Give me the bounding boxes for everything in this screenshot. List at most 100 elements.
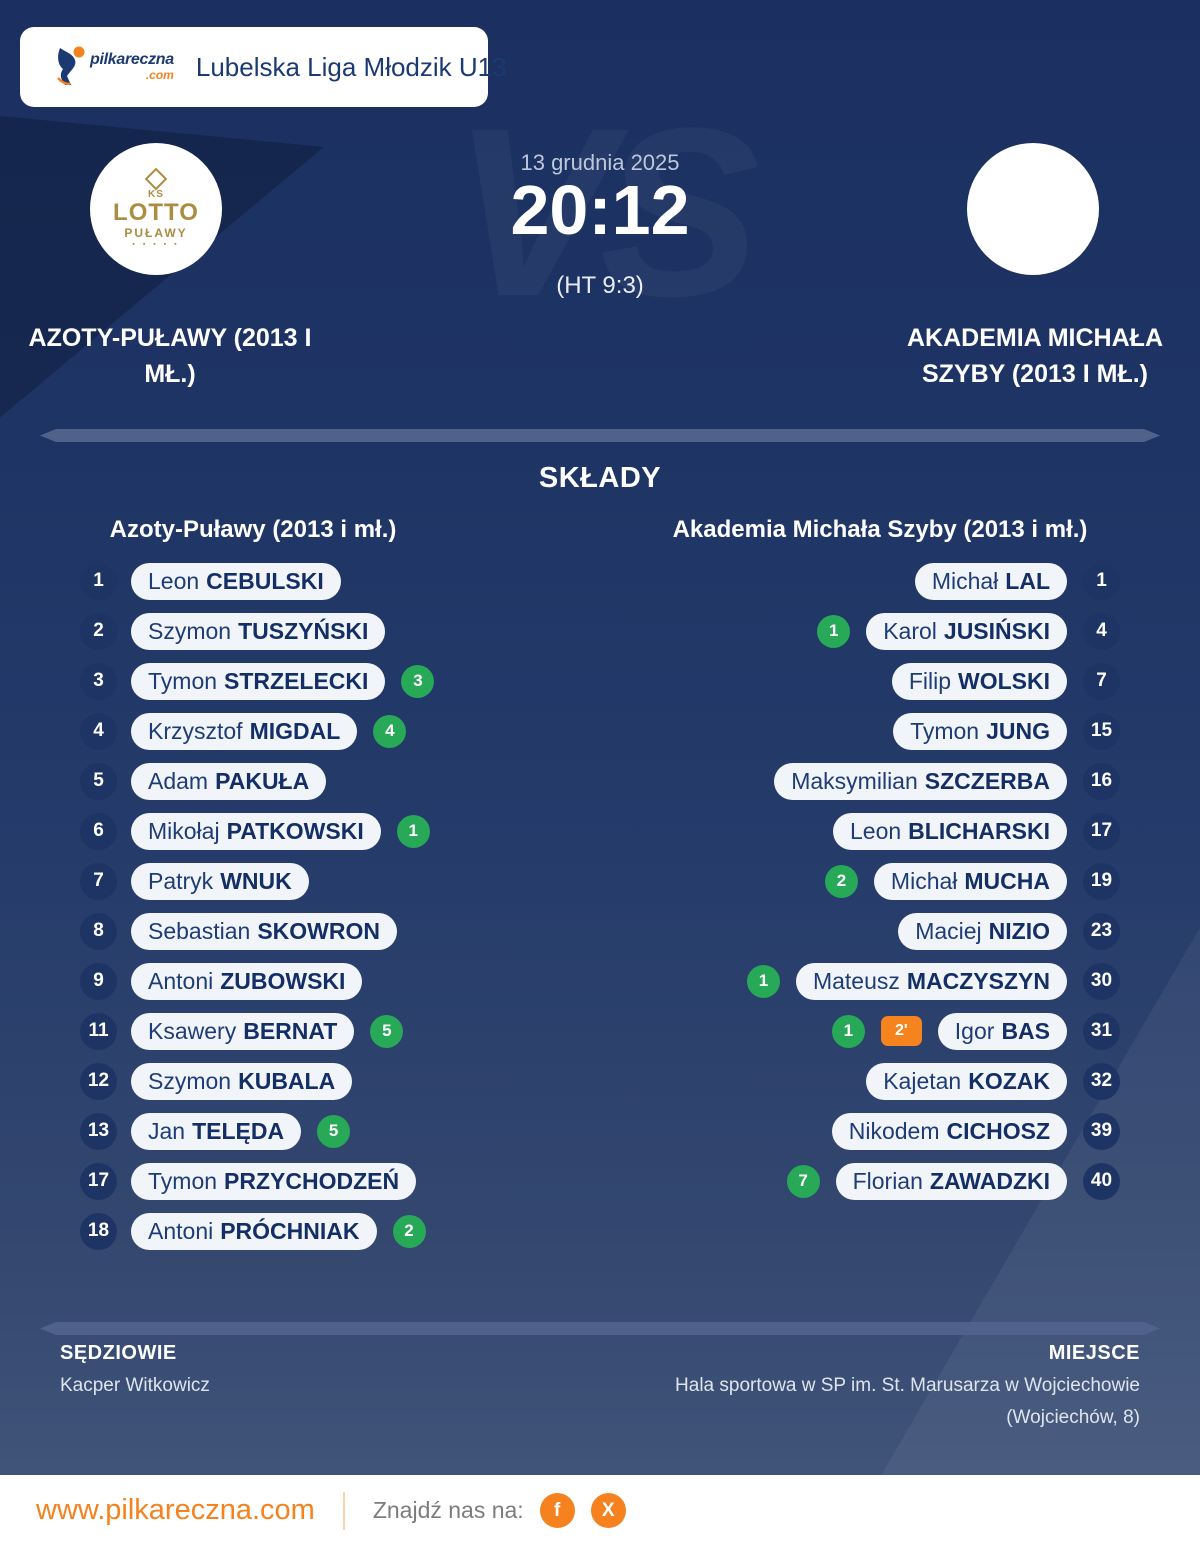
player-number: 3 bbox=[80, 662, 117, 700]
player-name-pill: Mikołaj PATKOWSKI bbox=[131, 812, 381, 850]
player-name-pill: Leon BLICHARSKI bbox=[832, 812, 1067, 850]
player-name-pill: Florian ZAWADZKI bbox=[835, 1162, 1067, 1200]
player-number: 17 bbox=[80, 1162, 117, 1200]
player-row: 2 Szymon TUSZYŃSKI bbox=[80, 606, 640, 656]
player-name-pill: Szymon KUBALA bbox=[131, 1062, 353, 1100]
referees-value: Kacper Witkowicz bbox=[60, 1375, 210, 1396]
player-number: 7 bbox=[1083, 662, 1120, 700]
find-us-label: Znajdź nas na: bbox=[372, 1497, 524, 1523]
player-row: Kajetan KOZAK 32 bbox=[560, 1056, 1120, 1106]
player-name-pill: Antoni ZUBOWSKI bbox=[131, 962, 363, 1000]
x-icon[interactable]: X bbox=[590, 1493, 626, 1528]
player-number: 11 bbox=[80, 1012, 117, 1050]
player-row: 5 Adam PAKUŁA bbox=[80, 756, 640, 806]
referees-label: SĘDZIOWIE bbox=[60, 1342, 177, 1364]
player-row: 17 Tymon PRZYCHODZEŃ bbox=[80, 1156, 640, 1206]
home-logo-squares: ▪ ▪ ▪ ▪ ▪ bbox=[132, 240, 180, 248]
goals-badge: 1 bbox=[817, 614, 851, 648]
player-row: Maciej NIZIO 23 bbox=[560, 906, 1120, 956]
player-name-pill: Patryk WNUK bbox=[131, 862, 309, 900]
player-row: 1 Mateusz MACZYSZYN 30 bbox=[560, 956, 1120, 1006]
player-number: 1 bbox=[80, 562, 117, 600]
player-row: Leon BLICHARSKI 17 bbox=[560, 806, 1120, 856]
match-date: 13 grudnia 2025 bbox=[520, 150, 680, 175]
player-row: 4 Krzysztof MIGDAL 4 bbox=[80, 706, 640, 756]
goals-badge: 1 bbox=[746, 964, 780, 998]
home-lineup-header: Azoty-Puławy (2013 i mł.) bbox=[109, 516, 397, 543]
home-team-name: AZOTY-PUŁAWY (2013 I MŁ.) bbox=[28, 324, 312, 389]
player-number: 4 bbox=[1083, 612, 1120, 650]
player-number: 17 bbox=[1083, 812, 1120, 850]
player-name-pill: Igor BAS bbox=[937, 1012, 1067, 1050]
player-number: 8 bbox=[80, 912, 117, 950]
player-name-pill: Filip WOLSKI bbox=[891, 662, 1067, 700]
player-row: 11 Ksawery BERNAT 5 bbox=[80, 1006, 640, 1056]
player-number: 4 bbox=[80, 712, 117, 750]
away-lineup-header: Akademia Michała Szyby (2013 i mł.) bbox=[672, 516, 1088, 543]
goals-badge: 1 bbox=[396, 814, 430, 848]
suspension-badge: 2' bbox=[880, 1016, 922, 1046]
player-number: 7 bbox=[80, 862, 117, 900]
player-name-pill: Szymon TUSZYŃSKI bbox=[131, 612, 386, 650]
match-score: 20:12 bbox=[510, 171, 690, 249]
player-name-pill: Jan TELĘDA bbox=[131, 1112, 302, 1150]
player-name-pill: Ksawery BERNAT bbox=[131, 1012, 355, 1050]
player-name-pill: Karol JUSIŃSKI bbox=[866, 612, 1067, 650]
away-team-logo bbox=[967, 143, 1099, 275]
player-number: 18 bbox=[80, 1212, 117, 1250]
player-name-pill: Antoni PRÓCHNIAK bbox=[131, 1212, 377, 1250]
goals-badge: 5 bbox=[370, 1014, 404, 1048]
player-row: Michał LAL 1 bbox=[560, 556, 1120, 606]
player-row: 12 Szymon KUBALA bbox=[80, 1056, 640, 1106]
home-lineup-list: 1 Leon CEBULSKI 2 Szymon TUSZYŃSKI 3 Tym… bbox=[80, 556, 640, 1256]
facebook-icon[interactable]: f bbox=[539, 1493, 575, 1528]
player-number: 23 bbox=[1083, 912, 1120, 950]
player-number: 5 bbox=[80, 762, 117, 800]
pilkareczna-logo: pilkareczna .com bbox=[54, 44, 174, 91]
goals-badge: 3 bbox=[401, 664, 435, 698]
player-row: 1 Karol JUSIŃSKI 4 bbox=[560, 606, 1120, 656]
player-number: 32 bbox=[1083, 1062, 1120, 1100]
player-name-pill: Sebastian SKOWRON bbox=[131, 912, 397, 950]
handball-player-icon bbox=[54, 44, 88, 91]
player-name-pill: Kajetan KOZAK bbox=[866, 1062, 1067, 1100]
player-row: 1 2' Igor BAS 31 bbox=[560, 1006, 1120, 1056]
player-row: 2 Michał MUCHA 19 bbox=[560, 856, 1120, 906]
player-name-pill: Tymon STRZELECKI bbox=[131, 662, 386, 700]
venue-label: MIEJSCE bbox=[1048, 1342, 1140, 1364]
venue-line2: (Wojciechów, 8) bbox=[1006, 1407, 1140, 1428]
player-row: 3 Tymon STRZELECKI 3 bbox=[80, 656, 640, 706]
player-number: 39 bbox=[1083, 1112, 1120, 1150]
player-name-pill: Tymon JUNG bbox=[893, 712, 1067, 750]
player-name-pill: Michał LAL bbox=[914, 562, 1067, 600]
player-number: 15 bbox=[1083, 712, 1120, 750]
goals-badge: 2 bbox=[392, 1214, 426, 1248]
goals-badge: 1 bbox=[831, 1014, 865, 1048]
player-row: Maksymilian SZCZERBA 16 bbox=[560, 756, 1120, 806]
header-card: pilkareczna .com Lubelska Liga Młodzik U… bbox=[20, 27, 507, 107]
player-row: 18 Antoni PRÓCHNIAK 2 bbox=[80, 1206, 640, 1256]
player-number: 30 bbox=[1083, 962, 1120, 1000]
player-number: 40 bbox=[1083, 1162, 1120, 1200]
player-name-pill: Tymon PRZYCHODZEŃ bbox=[131, 1162, 417, 1200]
section-divider-bottom bbox=[40, 1322, 1160, 1335]
vs-watermark: VS bbox=[0, 92, 1200, 332]
player-name-pill: Mateusz MACZYSZYN bbox=[795, 962, 1067, 1000]
player-row: 1 Leon CEBULSKI bbox=[80, 556, 640, 606]
goals-badge: 5 bbox=[317, 1114, 351, 1148]
player-name-pill: Maksymilian SZCZERBA bbox=[774, 762, 1067, 800]
player-number: 12 bbox=[80, 1062, 117, 1100]
website-link[interactable]: www.pilkareczna.com bbox=[36, 1494, 315, 1526]
player-name-pill: Adam PAKUŁA bbox=[131, 762, 327, 800]
player-name-pill: Michał MUCHA bbox=[873, 862, 1067, 900]
logo-name: pilkareczna bbox=[90, 50, 174, 68]
player-name-pill: Leon CEBULSKI bbox=[131, 562, 341, 600]
bottom-bar: www.pilkareczna.com Znajdź nas na: f X bbox=[0, 1475, 1200, 1546]
player-number: 13 bbox=[80, 1112, 117, 1150]
lineups-title: SKŁADY bbox=[538, 462, 662, 494]
player-name-pill: Krzysztof MIGDAL bbox=[131, 712, 358, 750]
halftime-score: (HT 9:3) bbox=[556, 272, 644, 299]
player-number: 6 bbox=[80, 812, 117, 850]
player-name-pill: Nikodem CICHOSZ bbox=[831, 1112, 1067, 1150]
